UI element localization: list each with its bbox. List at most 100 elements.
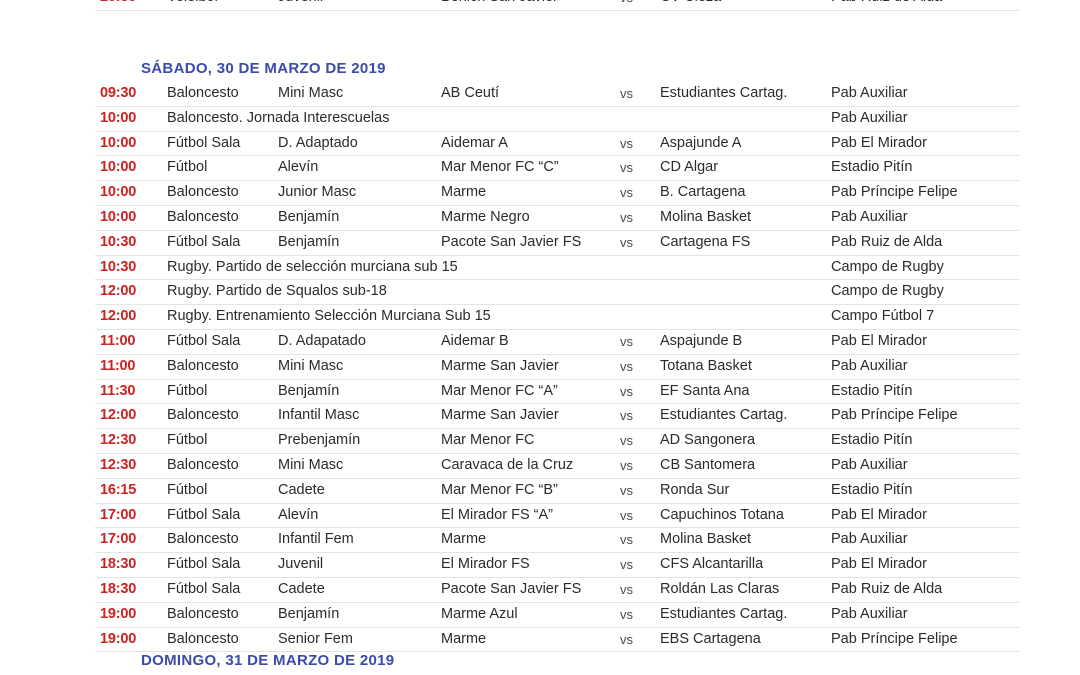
row-sport: Voleibol (167, 0, 278, 11)
row-sport: Fútbol Sala (167, 577, 278, 603)
row-vs: vs (620, 403, 660, 430)
row-vs: vs (620, 329, 660, 355)
row-home: El Mirador FS “A” (441, 503, 620, 529)
row-vs: vs (620, 379, 660, 405)
row-away: Molina Basket (660, 205, 831, 231)
row-description: Baloncesto. Jornada Interescuelas (167, 106, 831, 132)
row-sport: Baloncesto (167, 627, 278, 653)
row-venue: Pab Auxiliar (831, 205, 1020, 231)
row-venue: Estadio Pitín (831, 155, 1020, 182)
row-venue: Pab Ruiz de Alda (831, 577, 1020, 603)
row-sport: Fútbol Sala (167, 131, 278, 157)
row-category: Mini Masc (278, 354, 441, 380)
row-vs: vs (620, 354, 660, 380)
row-venue: Campo de Rugby (831, 279, 1020, 306)
row-home: Mar Menor FC “C” (441, 155, 620, 182)
row-home: Pacote San Javier FS (441, 577, 620, 603)
table-row: 18:30 Fútbol Sala Juvenil El Mirador FS vs CF… (95, 552, 1020, 578)
row-sport: Baloncesto (167, 602, 278, 628)
row-sport: Fútbol (167, 379, 278, 405)
row-away: Aspajunde A (660, 131, 831, 157)
table-row: 17:00 Fútbol Sala Alevín El Mirador FS “A” v… (95, 503, 1020, 529)
row-time: 11:00 (95, 354, 167, 380)
row-time: 19:00 (95, 627, 167, 653)
row-sport: Fútbol (167, 428, 278, 454)
row-description: Rugby. Entrenamiento Selección Murciana … (167, 304, 831, 330)
row-sport: Baloncesto (167, 354, 278, 380)
table-row: 19:00 Baloncesto Benjamín Marme Azul vs Estud… (95, 602, 1020, 628)
row-sport: Baloncesto (167, 180, 278, 206)
row-venue: Pab El Mirador (831, 131, 1020, 157)
row-venue: Pab El Mirador (831, 329, 1020, 355)
row-time: 12:00 (95, 279, 167, 306)
row-sport: Baloncesto (167, 527, 278, 554)
row-description: Rugby. Partido de selección murciana sub… (167, 255, 831, 281)
row-away: Totana Basket (660, 354, 831, 380)
row-time: 09:30 (95, 82, 167, 107)
table-row: 10:00 Fútbol Alevín Mar Menor FC “C” vs CD Al… (95, 155, 1020, 182)
row-time: 10:00 (95, 205, 167, 231)
row-time: 10:00 (95, 155, 167, 182)
row-sport: Fútbol (167, 478, 278, 504)
row-vs: vs (620, 230, 660, 256)
row-venue: Pab Auxiliar (831, 106, 1020, 132)
row-vs: vs (620, 503, 660, 529)
row-time: 18:30 (95, 577, 167, 603)
row-category: Cadete (278, 478, 441, 504)
row-home: Caravaca de la Cruz (441, 453, 620, 479)
row-venue: Pab Ruiz de Alda (831, 0, 1020, 11)
row-home: Marme Azul (441, 602, 620, 628)
table-row: 09:30 Baloncesto Mini Masc AB Ceutí vs Estudi… (95, 82, 1020, 107)
table-row: 12:00 Rugby. Partido de Squalos sub-18 Cam… (95, 279, 1020, 306)
row-time: 10:30 (95, 255, 167, 281)
row-away: Capuchinos Totana (660, 503, 831, 529)
row-home: Marme San Javier (441, 403, 620, 430)
row-away: Molina Basket (660, 527, 831, 554)
row-away: Cartagena FS (660, 230, 831, 256)
row-away: Aspajunde B (660, 329, 831, 355)
row-vs: vs (620, 527, 660, 554)
row-away: CV Cieza (660, 0, 831, 11)
clipped-row-body: 20:30 Voleibol Juvenil Benich San Javier… (95, 0, 1020, 11)
row-venue: Campo de Rugby (831, 255, 1020, 281)
table-row: 17:00 Baloncesto Infantil Fem Marme vs Molina… (95, 527, 1020, 554)
row-vs: vs (620, 577, 660, 603)
row-time: 11:30 (95, 379, 167, 405)
row-time: 16:15 (95, 478, 167, 504)
table-row: 19:00 Baloncesto Senior Fem Marme vs EBS Cart… (95, 627, 1020, 653)
row-home: Marme (441, 180, 620, 206)
row-time: 17:00 (95, 527, 167, 554)
row-category: Juvenil (278, 0, 441, 11)
table-row: 18:30 Fútbol Sala Cadete Pacote San Javier … (95, 577, 1020, 603)
row-home: Marme San Javier (441, 354, 620, 380)
row-category: Prebenjamín (278, 428, 441, 454)
row-vs: vs (620, 453, 660, 479)
schedule-table-saturday: 09:30 Baloncesto Mini Masc AB Ceutí vs Estudi… (95, 82, 1020, 653)
row-away: EBS Cartagena (660, 627, 831, 653)
table-row: 20:30 Voleibol Juvenil Benich San Javier… (95, 0, 1020, 11)
row-description: Rugby. Partido de Squalos sub-18 (167, 279, 831, 306)
row-time: 10:00 (95, 180, 167, 206)
row-time: 11:00 (95, 329, 167, 355)
row-venue: Pab Príncipe Felipe (831, 180, 1020, 206)
row-category: Mini Masc (278, 82, 441, 107)
row-time: 10:00 (95, 106, 167, 132)
row-time: 12:30 (95, 428, 167, 454)
row-venue: Pab Príncipe Felipe (831, 403, 1020, 430)
row-home: El Mirador FS (441, 552, 620, 578)
row-venue: Pab Auxiliar (831, 82, 1020, 107)
row-venue: Estadio Pitín (831, 478, 1020, 504)
row-category: Junior Masc (278, 180, 441, 206)
row-vs: vs (620, 478, 660, 504)
table-row: 12:00 Rugby. Entrenamiento Selección Murc… (95, 304, 1020, 330)
row-category: Benjamín (278, 230, 441, 256)
day-heading-sunday: DOMINGO, 31 DE MARZO DE 2019 (141, 652, 395, 669)
row-away: B. Cartagena (660, 180, 831, 206)
row-venue: Pab El Mirador (831, 503, 1020, 529)
table-row: 16:15 Fútbol Cadete Mar Menor FC “B” vs Ronda… (95, 478, 1020, 504)
row-venue: Pab Auxiliar (831, 453, 1020, 479)
row-category: Alevín (278, 503, 441, 529)
row-venue: Pab Auxiliar (831, 527, 1020, 554)
